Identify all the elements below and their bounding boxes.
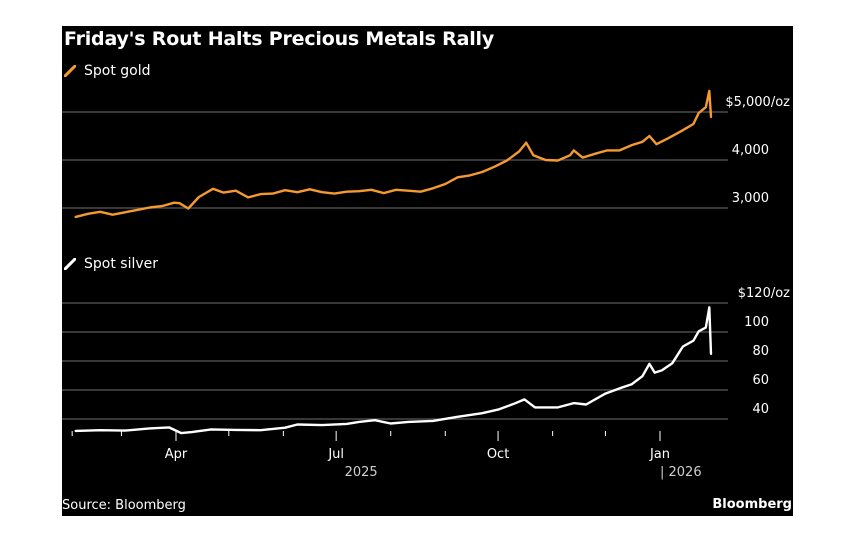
silver-line: [74, 306, 713, 435]
x-tick-label: Oct: [487, 447, 509, 462]
x-axis-labels: Apr Jul Oct Jan 2025 | 2026: [165, 447, 702, 480]
silver-y-tick-label: $120/oz: [738, 286, 790, 301]
x-tick-label: Jan: [649, 447, 670, 462]
chart-panel: [62, 26, 793, 516]
source-note: Source: Bloomberg: [62, 498, 186, 513]
gold-line: [74, 89, 713, 219]
x-axis-ticks: [71, 431, 661, 441]
x-tick-label: Apr: [165, 447, 188, 462]
legend-silver-label: Spot silver: [84, 256, 159, 272]
silver-y-tick-label: 80: [752, 344, 769, 359]
legend-gold-label: Spot gold: [84, 63, 151, 79]
x-year-label: 2025: [345, 465, 378, 480]
legend-gold: Spot gold: [64, 63, 151, 79]
gold-y-tick-label: 4,000: [732, 143, 769, 158]
silver-series: [74, 306, 713, 435]
x-tick-label: Jul: [327, 447, 344, 462]
silver-y-tick-label: 100: [744, 315, 769, 330]
gold-y-tick-label: 3,000: [732, 191, 769, 206]
silver-y-tick-label: 40: [752, 402, 769, 417]
silver-line-swatch-icon: [64, 258, 76, 270]
silver-y-tick-labels: 40 60 80 100 $120/oz: [738, 286, 790, 417]
legend-silver: Spot silver: [64, 256, 158, 272]
silver-gridlines: [62, 302, 728, 420]
gold-gridlines: [62, 111, 728, 209]
chart-title: Friday's Rout Halts Precious Metals Rall…: [64, 28, 495, 50]
silver-y-tick-label: 60: [752, 373, 769, 388]
gold-line-swatch-icon: [64, 65, 76, 77]
gold-y-tick-labels: 3,000 4,000 $5,000/oz: [725, 95, 790, 206]
bloomberg-logo: Bloomberg: [712, 497, 792, 512]
gold-series: [74, 89, 713, 219]
gold-y-tick-label: $5,000/oz: [725, 95, 790, 110]
x-year-label: | 2026: [660, 465, 702, 480]
